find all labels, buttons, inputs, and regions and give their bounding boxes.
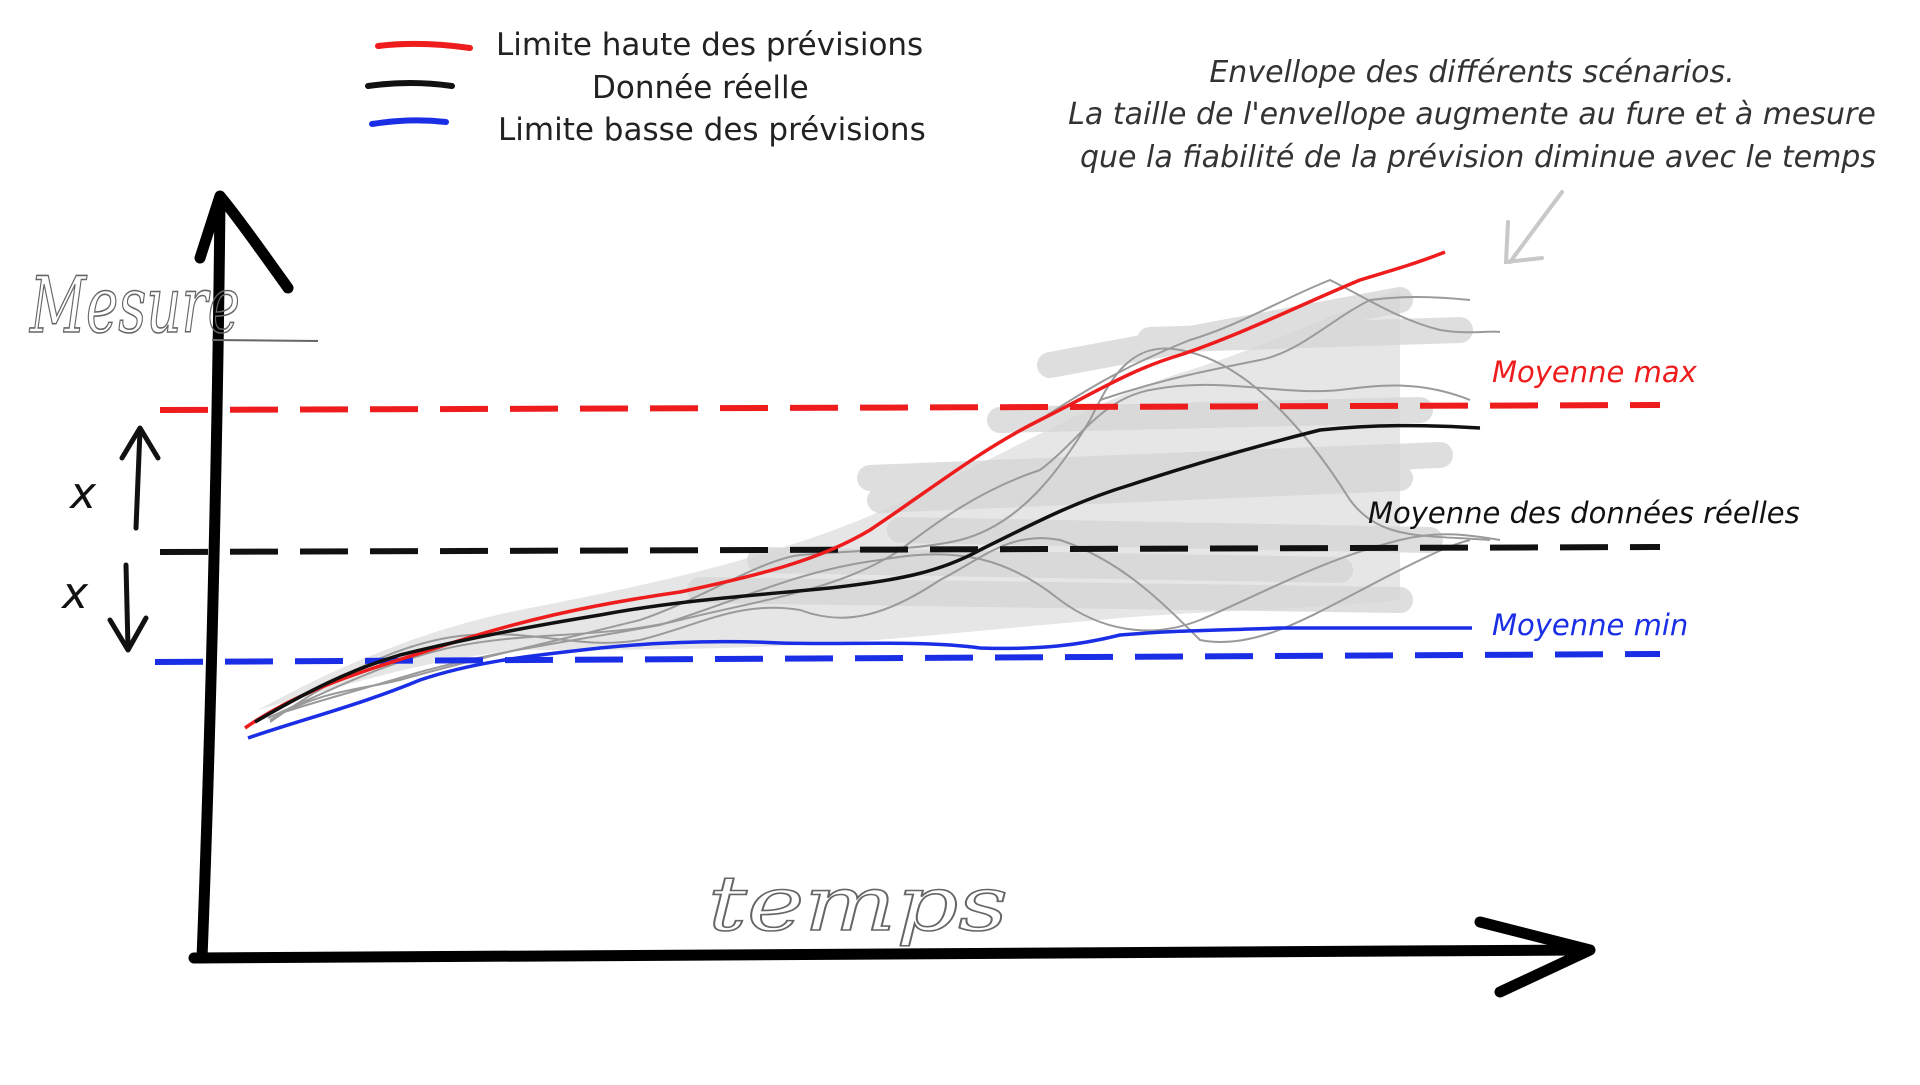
scenario-line bbox=[1039, 278, 1501, 421]
annotation-line-3: que la fiabilité de la prévision diminue… bbox=[1080, 140, 1876, 175]
deviation-marker: x x bbox=[60, 425, 161, 653]
x-axis-label: temps bbox=[708, 859, 1008, 948]
annotation-line-2: La taille de l'envellope augmente au fur… bbox=[1068, 97, 1876, 132]
scenario-line bbox=[1099, 296, 1471, 401]
average-min-line bbox=[154, 651, 1661, 665]
average-real-line bbox=[159, 544, 1661, 555]
deviation-up-arrow-icon bbox=[119, 425, 161, 531]
average-lines bbox=[154, 402, 1661, 665]
x-axis-arrow-icon bbox=[1474, 916, 1596, 998]
scenario-envelope bbox=[258, 287, 1473, 710]
deviation-lower-symbol: x bbox=[60, 568, 89, 619]
annotation-line-1: Envellope des différents scénarios. bbox=[1209, 55, 1734, 90]
axes bbox=[188, 190, 1596, 998]
scenario-lines bbox=[267, 278, 1501, 723]
scenario-line bbox=[267, 383, 1471, 719]
legend-label-high: Limite haute des prévisions bbox=[496, 27, 923, 63]
annotation-arrow-icon bbox=[1503, 190, 1564, 265]
average-min-label: Moyenne min bbox=[1492, 608, 1688, 642]
legend-swatch-high bbox=[375, 40, 473, 51]
average-real-label: Moyenne des données réelles bbox=[1368, 496, 1800, 530]
y-axis-label-underline bbox=[211, 339, 319, 342]
y-axis bbox=[196, 194, 226, 964]
scenario-line bbox=[269, 347, 1491, 721]
y-axis-arrow-icon bbox=[194, 190, 294, 294]
envelope-annotation: Envellope des différents scénarios. La t… bbox=[1068, 55, 1876, 265]
average-max-label: Moyenne max bbox=[1492, 355, 1698, 389]
average-max-line bbox=[159, 402, 1661, 413]
legend: Limite haute des prévisions Donnée réell… bbox=[365, 27, 926, 148]
legend-swatch-low bbox=[369, 117, 449, 127]
low-limit-line bbox=[247, 626, 1472, 740]
real-data-line bbox=[254, 423, 1481, 724]
x-axis bbox=[188, 944, 1586, 964]
y-axis-label: Mesure bbox=[29, 261, 240, 351]
deviation-down-arrow-icon bbox=[107, 562, 149, 653]
deviation-upper-symbol: x bbox=[68, 468, 97, 519]
legend-swatch-real bbox=[365, 80, 455, 89]
legend-label-real: Donnée réelle bbox=[592, 70, 809, 106]
legend-label-low: Limite basse des prévisions bbox=[498, 112, 926, 148]
